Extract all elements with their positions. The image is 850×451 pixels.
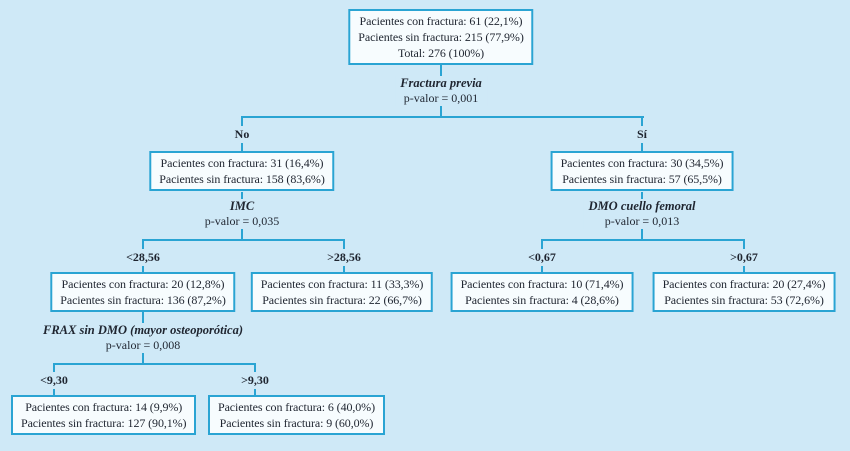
- node-dmo-low-line1: Pacientes con fractura: 10 (71,4%): [460, 277, 624, 291]
- split-fractura-previa-pvalue: p-valor = 0,001: [403, 91, 479, 105]
- branch-label-imc-low: <28,56: [122, 249, 164, 266]
- node-root-line1: Pacientes con fractura: 61 (22,1%): [359, 14, 523, 28]
- node-frax-low-line2: Pacientes sin fractura: 127 (90,1%): [21, 416, 187, 430]
- node-imc-low-line1: Pacientes con fractura: 20 (12,8%): [61, 277, 225, 291]
- node-frax-high-line1: Pacientes con fractura: 6 (40,0%): [218, 400, 375, 414]
- branch-label-imc-high: >28,56: [323, 249, 365, 266]
- split-frax: FRAX sin DMO (mayor osteoporótica) p-val…: [37, 323, 249, 353]
- node-si-line1: Pacientes con fractura: 30 (34,5%): [560, 156, 724, 170]
- node-no-line1: Pacientes con fractura: 31 (16,4%): [160, 156, 324, 170]
- node-imc-low: Pacientes con fractura: 20 (12,8%) Pacie…: [50, 272, 236, 312]
- node-dmo-high-line1: Pacientes con fractura: 20 (27,4%): [662, 277, 826, 291]
- connector-level1-horizontal: [241, 116, 644, 118]
- node-no-line2: Pacientes sin fractura: 158 (83,6%): [159, 172, 325, 186]
- split-dmo-pvalue: p-valor = 0,013: [604, 214, 680, 228]
- split-dmo: DMO cuello femoral p-valor = 0,013: [583, 199, 701, 229]
- connector-frax-horizontal: [53, 363, 256, 365]
- node-dmo-high: Pacientes con fractura: 20 (27,4%) Pacie…: [652, 272, 836, 312]
- split-imc: IMC p-valor = 0,035: [199, 199, 285, 229]
- branch-label-frax-high: >9,30: [237, 372, 273, 389]
- node-root-line2: Pacientes sin fractura: 215 (77,9%): [358, 30, 524, 44]
- branch-label-si: Sí: [632, 126, 652, 143]
- node-root-line3: Total: 276 (100%): [397, 46, 485, 60]
- split-fractura-previa-label: Fractura previa: [400, 76, 482, 90]
- split-imc-label: IMC: [229, 199, 255, 213]
- node-frax-low: Pacientes con fractura: 14 (9,9%) Pacien…: [11, 395, 197, 435]
- split-imc-pvalue: p-valor = 0,035: [204, 214, 280, 228]
- node-dmo-low-line2: Pacientes sin fractura: 4 (28,6%): [465, 293, 619, 307]
- split-fractura-previa: Fractura previa p-valor = 0,001: [395, 76, 487, 106]
- branch-label-dmo-low: <0,67: [524, 249, 560, 266]
- split-frax-pvalue: p-valor = 0,008: [105, 338, 181, 352]
- node-si-line2: Pacientes sin fractura: 57 (65,5%): [562, 172, 722, 186]
- branch-label-frax-low: <9,30: [36, 372, 72, 389]
- node-imc-high-line2: Pacientes sin fractura: 22 (66,7%): [262, 293, 422, 307]
- node-imc-low-line2: Pacientes sin fractura: 136 (87,2%): [60, 293, 226, 307]
- connector-dmo-horizontal: [541, 239, 745, 241]
- branch-label-dmo-high: >0,67: [726, 249, 762, 266]
- branch-label-no: No: [230, 126, 254, 143]
- node-dmo-high-line2: Pacientes sin fractura: 53 (72,6%): [664, 293, 824, 307]
- split-dmo-label: DMO cuello femoral: [588, 199, 696, 213]
- node-frax-high-line2: Pacientes sin fractura: 9 (60,0%): [219, 416, 374, 430]
- connector-imc-horizontal: [142, 239, 345, 241]
- split-frax-label: FRAX sin DMO (mayor osteoporótica): [42, 323, 244, 337]
- node-si: Pacientes con fractura: 30 (34,5%) Pacie…: [550, 151, 734, 191]
- node-frax-high: Pacientes con fractura: 6 (40,0%) Pacien…: [208, 395, 385, 435]
- node-imc-high-line1: Pacientes con fractura: 11 (33,3%): [260, 277, 424, 291]
- node-no: Pacientes con fractura: 31 (16,4%) Pacie…: [149, 151, 335, 191]
- node-root: Pacientes con fractura: 61 (22,1%) Pacie…: [348, 9, 534, 65]
- node-dmo-low: Pacientes con fractura: 10 (71,4%) Pacie…: [450, 272, 634, 312]
- node-imc-high: Pacientes con fractura: 11 (33,3%) Pacie…: [250, 272, 434, 312]
- node-frax-low-line1: Pacientes con fractura: 14 (9,9%): [25, 400, 183, 414]
